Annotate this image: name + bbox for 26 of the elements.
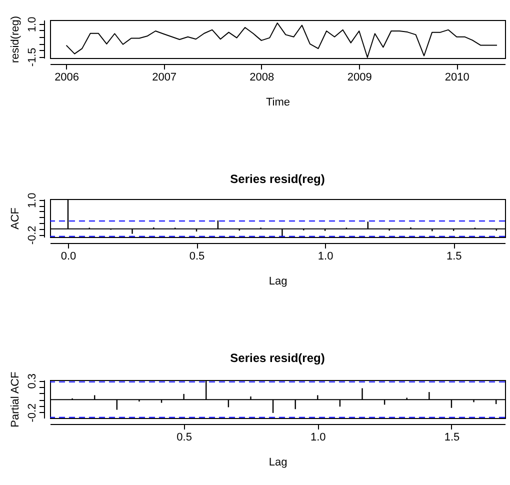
x-axis-title: Lag — [268, 456, 288, 468]
x-tick-label: 2009 — [347, 72, 372, 84]
x-tick-label: 1.5 — [444, 432, 460, 444]
x-tick-label: 2007 — [152, 72, 177, 84]
y-axis-title: Partial ACF — [10, 371, 22, 428]
x-tick-label: 2010 — [444, 72, 470, 84]
y-tick-label: -1.5 — [26, 48, 38, 67]
y-tick-label: -0.2 — [26, 226, 38, 245]
x-tick-label: 0.5 — [189, 250, 205, 262]
chart-title: Series resid(reg) — [230, 350, 325, 365]
x-tick-label: 1.5 — [446, 250, 462, 262]
y-axis-title: resid(reg) — [10, 16, 22, 64]
x-tick-label: 0.5 — [176, 432, 192, 444]
x-tick-label: 2008 — [250, 72, 274, 84]
y-tick-label: -0.2 — [26, 403, 38, 422]
x-tick-label: 2006 — [54, 72, 80, 84]
x-axis-title: Lag — [268, 276, 288, 288]
chart-title: Series resid(reg) — [230, 172, 325, 186]
x-axis-title: Time — [266, 96, 290, 108]
x-tick-label: 0.0 — [60, 250, 76, 262]
x-tick-label: 1.0 — [310, 432, 326, 444]
y-tick-label: 0.3 — [26, 373, 38, 389]
x-tick-label: 1.0 — [318, 250, 334, 262]
y-axis-title: ACF — [10, 207, 22, 230]
y-tick-label: 1.0 — [26, 192, 38, 208]
y-tick-label: 1.0 — [26, 16, 38, 32]
